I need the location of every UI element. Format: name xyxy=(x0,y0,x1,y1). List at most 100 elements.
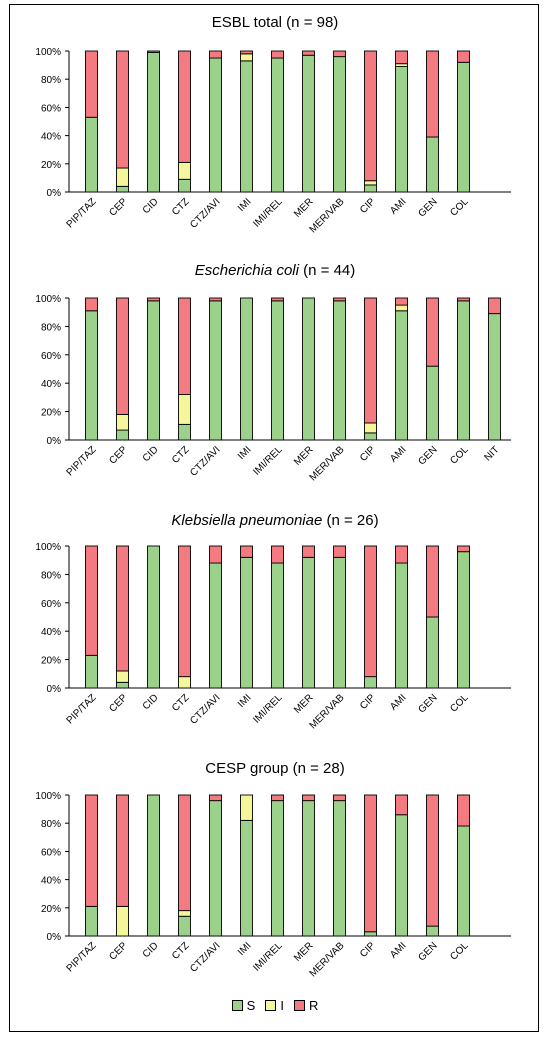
y-tick-label: 80% xyxy=(41,570,61,581)
bar-segment-r xyxy=(364,297,377,424)
legend-item-r: R xyxy=(293,998,319,1013)
chart-title: CESP group (n = 28) xyxy=(205,760,345,777)
bar-segment-r xyxy=(116,50,129,169)
bar-segment-s xyxy=(457,825,470,937)
bar-segment-r xyxy=(85,50,98,118)
y-tick-label: 60% xyxy=(41,847,61,858)
y-tick-label: 80% xyxy=(41,75,61,86)
bar-segment-s xyxy=(85,905,98,937)
bar-segment-r xyxy=(426,50,439,138)
y-tick-label: 0% xyxy=(47,188,62,199)
bar-segment-r xyxy=(271,297,284,302)
chart-title: Escherichia coli (n = 44) xyxy=(194,262,356,279)
legend-swatch-s xyxy=(231,1000,243,1011)
bar-segment-r xyxy=(457,297,470,302)
y-tick-label: 20% xyxy=(41,160,61,171)
bar-segment-r xyxy=(302,50,315,56)
bar-segment-r xyxy=(426,545,439,618)
bar-segment-r xyxy=(209,545,222,564)
bar-segment-r xyxy=(271,545,284,564)
x-tick-label: CIP xyxy=(358,940,378,960)
bar-segment-r xyxy=(178,297,191,396)
legend-swatch-i xyxy=(265,1000,277,1011)
bar-segment-r xyxy=(209,794,222,802)
x-tick-label: IMI xyxy=(236,940,254,958)
legend: S I R xyxy=(0,998,550,1013)
chart-klebsiella-pneumoniae: 0%20%40%60%80%100%PIP/TAZ CEP CID CTZCTZ/AV… xyxy=(35,542,511,731)
x-tick-label: GEN xyxy=(417,940,440,963)
chart-escherichia-coli: 0%20%40%60%80%100%PIP/TAZ CEP CID CTZCTZ/AV… xyxy=(35,294,511,483)
x-tick-label: MER xyxy=(292,940,316,964)
bar-segment-s xyxy=(333,800,346,937)
x-tick-label: CTZ xyxy=(170,940,192,962)
legend-label-r: R xyxy=(308,998,319,1013)
bar-segment-r xyxy=(364,50,377,182)
bar-segment-r xyxy=(457,794,470,827)
chart-cesp-group: 0% 20% 40% 60% 80% 100% PIP/TAZ CEP CID CTZCTZ/AV… xyxy=(35,791,511,979)
x-tick-label: AMI xyxy=(388,940,408,960)
y-tick-label: 0% xyxy=(47,932,62,943)
x-tick-label: CEP xyxy=(107,940,130,963)
bar-segment-r xyxy=(395,794,408,816)
y-tick-label: 100% xyxy=(35,791,61,802)
bar-segment-r xyxy=(209,50,222,59)
bar-segment-i xyxy=(240,794,253,821)
y-tick-label: 20% xyxy=(41,408,61,419)
bar-segment-r xyxy=(488,297,501,315)
bar-segment-r xyxy=(395,50,408,65)
bar-segment-s xyxy=(240,297,253,441)
bar-segment-r xyxy=(178,794,191,912)
bar-segment-r xyxy=(116,545,129,672)
bar-segment-r xyxy=(116,297,129,415)
bar-segment-s xyxy=(240,819,253,937)
bar-segment-r xyxy=(333,794,346,802)
bar-segment-r xyxy=(85,794,98,907)
bar-segment-r xyxy=(271,794,284,802)
bar-segment-i xyxy=(116,905,129,937)
bar-segment-r xyxy=(302,794,315,802)
x-tick-label: IMI/REL xyxy=(251,940,285,974)
bar-segment-r xyxy=(209,297,222,302)
y-tick-label: 60% xyxy=(41,351,61,362)
chart-title: ESBL total (n = 98) xyxy=(211,14,339,31)
bar-segment-r xyxy=(271,50,284,59)
legend-item-i: I xyxy=(265,998,284,1013)
y-tick-label: 20% xyxy=(41,904,61,915)
bar-segment-r xyxy=(302,545,315,558)
bar-segment-r xyxy=(457,545,470,553)
legend-label-s: S xyxy=(246,998,256,1013)
bar-segment-s xyxy=(302,297,315,441)
bar-segment-r xyxy=(457,50,470,63)
bar-segment-r xyxy=(147,50,160,53)
y-tick-label: 80% xyxy=(41,819,61,830)
bar-segment-r xyxy=(426,794,439,927)
bar-segment-r xyxy=(333,297,346,302)
y-tick-label: 100% xyxy=(35,47,61,58)
x-tick-label: CID xyxy=(141,940,161,960)
legend-swatch-r xyxy=(293,1000,305,1011)
y-tick-label: 40% xyxy=(41,379,61,390)
bar-segment-s xyxy=(364,931,377,937)
bar-segment-r xyxy=(178,545,191,678)
bar-segment-r xyxy=(85,297,98,312)
bar-segment-r xyxy=(364,545,377,678)
x-tick-label: CTZ/AVI xyxy=(188,940,222,974)
bar-segment-s xyxy=(426,925,439,937)
y-tick-label: 100% xyxy=(35,542,61,553)
y-tick-label: 0% xyxy=(47,684,62,695)
bar-segment-r xyxy=(85,545,98,656)
bar-segment-s xyxy=(178,915,191,937)
x-tick-label: PIP/TAZ xyxy=(65,940,99,974)
y-tick-label: 60% xyxy=(41,599,61,610)
bar-segment-s xyxy=(147,545,160,689)
bar-segment-r xyxy=(333,50,346,58)
bar-segment-r xyxy=(240,50,253,55)
bar-segment-r xyxy=(147,297,160,302)
y-tick-label: 40% xyxy=(41,876,61,887)
y-tick-label: 60% xyxy=(41,103,61,114)
bar-segment-s xyxy=(271,800,284,937)
bar-segment-s xyxy=(302,800,315,937)
x-tick-label: COL xyxy=(448,940,471,963)
legend-label-i: I xyxy=(280,998,284,1013)
bar-segment-r xyxy=(116,794,129,907)
